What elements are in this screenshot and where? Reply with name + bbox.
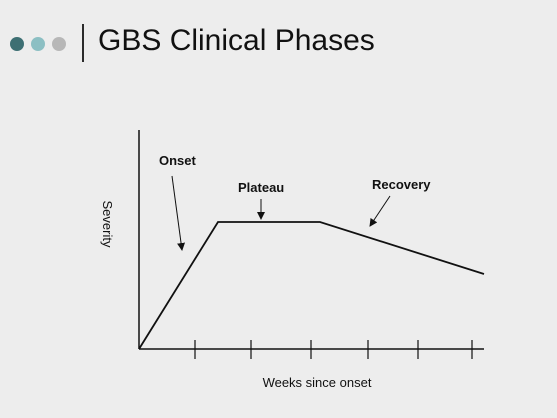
- recovery-arrow: [369, 195, 391, 227]
- dot-light-teal: [31, 37, 45, 51]
- onset-label: Onset: [159, 153, 197, 168]
- recovery-label: Recovery: [372, 177, 431, 192]
- severity-curve: [138, 221, 485, 350]
- dot-gray: [52, 37, 66, 51]
- x-ticks: [194, 340, 473, 359]
- onset-arrow: [171, 175, 186, 251]
- dot-dark-teal: [10, 37, 24, 51]
- x-axis-label: Weeks since onset: [263, 375, 372, 390]
- title-divider: [82, 24, 84, 62]
- plateau-label: Plateau: [238, 180, 284, 195]
- slide-title: GBS Clinical Phases: [98, 24, 375, 57]
- y-axis-label: Severity: [100, 201, 115, 248]
